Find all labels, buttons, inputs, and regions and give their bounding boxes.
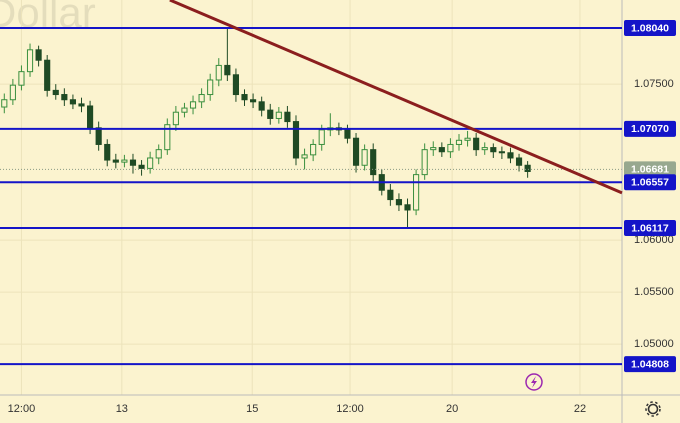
candle-body — [438, 147, 445, 153]
candle-body — [44, 59, 51, 91]
candle-body — [138, 164, 145, 169]
level-box — [624, 356, 676, 373]
candle-body — [447, 143, 454, 153]
level-label: 1.04808 — [631, 358, 669, 370]
level-box — [624, 19, 676, 36]
candle-body — [352, 137, 360, 166]
candle-body — [292, 121, 300, 159]
candle-body — [69, 99, 76, 105]
candle-body — [181, 107, 188, 113]
settings-icon[interactable] — [645, 401, 661, 417]
candle-body — [1, 99, 8, 108]
candle-body — [481, 147, 488, 151]
candle-body — [112, 159, 119, 163]
candle-body — [267, 109, 274, 119]
candle-body — [507, 152, 514, 159]
level-box — [624, 120, 676, 137]
candle-body — [129, 159, 137, 166]
candle-body — [455, 139, 463, 145]
candle-body — [284, 111, 291, 123]
candle-body — [430, 147, 437, 151]
candle-body — [275, 111, 282, 119]
candle-body — [172, 111, 179, 126]
candle-body — [395, 199, 403, 206]
candle-body — [9, 84, 16, 101]
candle-body — [164, 124, 171, 151]
candle-body — [473, 137, 480, 151]
level-box — [624, 219, 676, 236]
level-label: 1.08040 — [631, 22, 669, 34]
candle-body — [18, 71, 25, 86]
candle-body — [344, 129, 351, 139]
candle-body — [524, 164, 531, 172]
last-price-box — [624, 161, 676, 178]
candle-body — [498, 151, 505, 154]
candle-body — [95, 127, 102, 145]
candle-body — [224, 64, 231, 76]
watermark: Dollar — [0, 0, 96, 36]
x-tick-label: 12:00 — [8, 403, 36, 415]
x-tick-label: 22 — [574, 403, 586, 415]
x-tick-label: 12:00 — [336, 403, 364, 415]
level-label: 1.07070 — [631, 123, 669, 135]
level-label: 1.06117 — [631, 222, 669, 234]
x-tick-label: 15 — [246, 403, 258, 415]
candle-body — [301, 154, 308, 159]
candle-body — [104, 143, 111, 161]
y-tick-label: 1.05500 — [634, 286, 674, 298]
candle-body — [121, 159, 128, 163]
candle-body — [61, 94, 68, 101]
candle-body — [490, 147, 497, 153]
candle-body — [207, 79, 214, 96]
candle-body — [155, 149, 162, 159]
level-box — [624, 174, 676, 191]
candle-body — [318, 129, 325, 145]
x-tick-label: 20 — [446, 403, 458, 415]
candle-body — [232, 74, 240, 96]
candle-body — [241, 94, 248, 101]
candle-body — [52, 89, 59, 96]
y-tick-label: 1.06000 — [634, 234, 674, 246]
candle-body — [78, 103, 85, 107]
trend-line — [169, 0, 623, 195]
candle-body — [26, 49, 34, 73]
y-tick-label: 1.05000 — [634, 338, 674, 350]
candle-body — [421, 149, 428, 176]
candle-body — [215, 64, 222, 81]
candle-body — [387, 189, 394, 201]
candle-body — [87, 105, 94, 129]
candle-body — [35, 49, 42, 61]
lightning-icon[interactable] — [525, 373, 543, 391]
candle-body — [147, 157, 154, 169]
candle-body — [361, 149, 368, 166]
candle-body — [370, 149, 377, 176]
candle-body — [464, 137, 471, 141]
y-tick-label: 1.07500 — [634, 78, 674, 90]
candle-body — [189, 101, 197, 109]
x-tick-label: 13 — [116, 403, 128, 415]
candle-body — [413, 174, 420, 211]
candle-body — [404, 204, 411, 211]
last-price-label: 1.06681 — [631, 164, 669, 176]
candle-body — [250, 99, 257, 103]
candle-body — [310, 143, 317, 156]
candle-body — [198, 94, 205, 103]
candle-body — [258, 101, 265, 111]
level-label: 1.06557 — [631, 176, 669, 188]
candle-body — [515, 157, 523, 166]
